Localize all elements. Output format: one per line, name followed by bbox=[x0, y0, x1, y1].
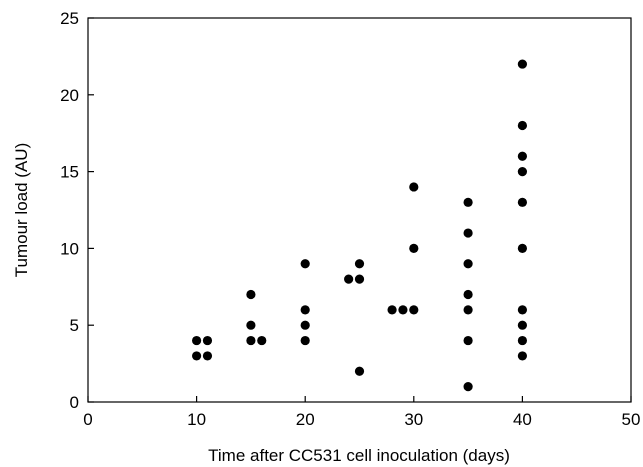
x-axis-ticks: 0 10 20 30 40 50 bbox=[83, 396, 640, 429]
data-point bbox=[517, 120, 528, 131]
x-tick-label: 30 bbox=[404, 410, 423, 429]
data-point bbox=[463, 289, 473, 300]
x-tick-label: 50 bbox=[622, 410, 641, 429]
x-tick-label: 10 bbox=[187, 410, 206, 429]
data-point bbox=[463, 382, 473, 392]
y-tick-label: 15 bbox=[60, 163, 79, 182]
data-point bbox=[463, 305, 473, 315]
y-axis-ticks: 0 5 10 15 20 25 bbox=[60, 9, 94, 412]
data-point bbox=[300, 335, 310, 346]
data-point bbox=[246, 320, 256, 330]
data-point bbox=[398, 305, 408, 315]
data-point bbox=[517, 167, 528, 177]
x-tick-label: 0 bbox=[83, 410, 92, 429]
data-point bbox=[246, 289, 256, 300]
y-axis-title: Tumour load (AU) bbox=[12, 143, 31, 277]
data-point bbox=[192, 335, 202, 346]
plot-area-frame bbox=[87, 17, 632, 403]
x-tick-label: 40 bbox=[513, 410, 532, 429]
data-point bbox=[246, 335, 256, 346]
data-point bbox=[517, 305, 528, 315]
data-point bbox=[463, 259, 473, 269]
data-point bbox=[354, 259, 365, 269]
data-point bbox=[300, 305, 310, 315]
data-point bbox=[517, 335, 528, 346]
data-point bbox=[517, 151, 528, 161]
x-tick-label: 20 bbox=[296, 410, 315, 429]
y-tick-label: 5 bbox=[70, 316, 79, 335]
data-point bbox=[300, 259, 310, 269]
data-point bbox=[300, 320, 310, 330]
data-point bbox=[202, 351, 213, 361]
data-point bbox=[409, 182, 419, 192]
data-point bbox=[409, 305, 419, 315]
data-point bbox=[387, 305, 397, 315]
data-point bbox=[257, 335, 267, 346]
data-point bbox=[517, 320, 528, 330]
data-point bbox=[354, 366, 365, 376]
x-axis-title: Time after CC531 cell inoculation (days) bbox=[208, 446, 510, 465]
data-point bbox=[344, 274, 354, 284]
data-point bbox=[517, 351, 528, 361]
y-tick-label: 0 bbox=[70, 393, 79, 412]
y-tick-label: 10 bbox=[60, 239, 79, 258]
data-point bbox=[409, 243, 419, 253]
y-tick-label: 20 bbox=[60, 86, 79, 105]
data-point bbox=[192, 351, 202, 361]
data-point bbox=[202, 335, 213, 346]
data-point bbox=[517, 243, 528, 253]
data-point bbox=[517, 59, 528, 69]
data-point bbox=[463, 197, 473, 207]
data-point bbox=[463, 335, 473, 346]
data-point bbox=[354, 274, 365, 284]
data-point bbox=[517, 197, 528, 207]
y-tick-label: 25 bbox=[60, 9, 79, 28]
data-points bbox=[192, 59, 528, 392]
data-point bbox=[463, 228, 473, 238]
